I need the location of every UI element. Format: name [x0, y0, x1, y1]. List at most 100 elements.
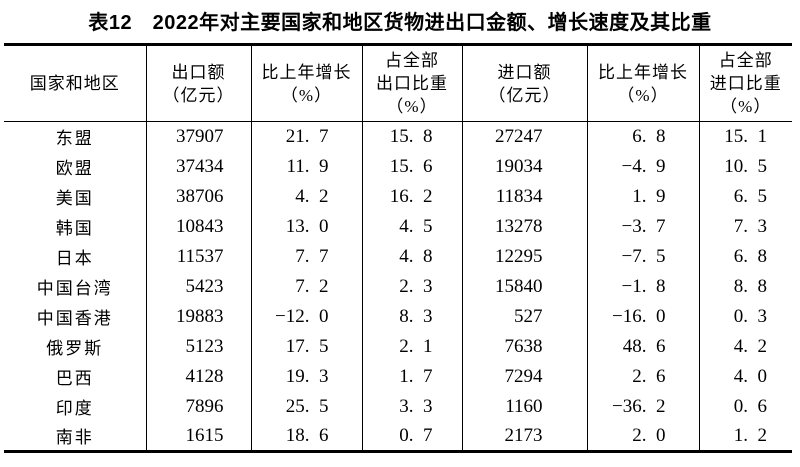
value-cell: 4. 2: [250, 181, 362, 212]
value-cell: 8. 8: [698, 271, 792, 302]
table-row: 印度 7896 25. 5 3. 3 1160 −36. 2 0. 6: [4, 391, 792, 422]
value-cell: 11834: [461, 181, 587, 212]
value-cell: 13278: [461, 211, 587, 242]
region-cell: 巴西: [55, 369, 94, 388]
table-row: 中国台湾 5423 7. 2 2. 3 15840 −1. 8 8. 8: [4, 271, 792, 302]
value-cell: 17. 5: [250, 331, 362, 362]
value-cell: 12295: [461, 241, 587, 272]
value-cell: 7294: [461, 361, 587, 392]
value-cell: 16. 2: [361, 181, 462, 212]
value-cell: 10. 5: [698, 151, 792, 182]
value-cell: 25. 5: [250, 391, 362, 422]
column-header-import-share: 占全部 进口比重 （%）: [698, 44, 792, 122]
value-cell: 1. 9: [586, 181, 699, 212]
value-cell: 18. 6: [250, 421, 362, 452]
value-cell: 2. 0: [586, 421, 699, 452]
value-cell: 7. 7: [250, 241, 362, 272]
value-cell: 527: [461, 301, 587, 332]
region-cell: 中国香港: [36, 309, 113, 328]
value-cell: 11. 9: [250, 151, 362, 182]
value-cell: 19. 3: [250, 361, 362, 392]
value-cell: 10843: [145, 211, 251, 242]
value-cell: −1. 8: [586, 271, 699, 302]
region-cell: 东盟: [55, 129, 94, 149]
value-cell: 6. 8: [586, 121, 699, 152]
column-header-region: 国家和地区: [4, 44, 146, 122]
table-header: 国家和地区 出口额 （亿元） 比上年增长 （%） 占全部 出口比重 （%） 进口…: [4, 44, 792, 122]
region-cell: 美国: [55, 189, 94, 208]
value-cell: 4. 2: [698, 331, 792, 362]
column-header-import-value: 进口额 （亿元）: [461, 44, 587, 122]
value-cell: 13. 0: [250, 211, 362, 242]
value-cell: 19034: [461, 151, 587, 182]
value-cell: −3. 7: [586, 211, 699, 242]
region-cell: 韩国: [55, 219, 94, 238]
value-cell: 27247: [461, 121, 587, 152]
value-cell: 11537: [145, 241, 251, 272]
value-cell: 2. 3: [361, 271, 462, 302]
value-cell: 3. 3: [361, 391, 462, 422]
table-row: 中国香港 19883 −12. 0 8. 3 527 −16. 0 0. 3: [4, 301, 792, 332]
table-row: 日本 11537 7. 7 4. 8 12295 −7. 5 6. 8: [4, 241, 792, 272]
value-cell: 2. 6: [586, 361, 699, 392]
value-cell: 15. 1: [698, 121, 792, 152]
value-cell: 4. 5: [361, 211, 462, 242]
table-row: 东盟 37907 21. 7 15. 8 27247 6. 8 15. 1: [4, 121, 792, 152]
value-cell: −7. 5: [586, 241, 699, 272]
trade-statistics-table: 国家和地区 出口额 （亿元） 比上年增长 （%） 占全部 出口比重 （%） 进口…: [4, 43, 792, 453]
table-row: 欧盟 37434 11. 9 15. 6 19034 −4. 9 10. 5: [4, 151, 792, 182]
table-row: 俄罗斯 5123 17. 5 2. 1 7638 48. 6 4. 2: [4, 331, 792, 362]
value-cell: 4. 0: [698, 361, 792, 392]
value-cell: 4128: [145, 361, 251, 392]
value-cell: −16. 0: [586, 301, 699, 332]
value-cell: 15. 6: [361, 151, 462, 182]
table-row: 韩国 10843 13. 0 4. 5 13278 −3. 7 7. 3: [4, 211, 792, 242]
column-header-export-growth: 比上年增长 （%）: [250, 44, 362, 122]
table-row: 南非 1615 18. 6 0. 7 2173 2. 0 1. 2: [4, 421, 792, 452]
value-cell: 19883: [145, 301, 251, 332]
value-cell: 4. 8: [361, 241, 462, 272]
value-cell: −12. 0: [250, 301, 362, 332]
value-cell: 1. 2: [698, 421, 792, 452]
value-cell: 1160: [461, 391, 587, 422]
value-cell: 21. 7: [250, 121, 362, 152]
column-header-export-share: 占全部 出口比重 （%）: [361, 44, 462, 122]
value-cell: 5423: [145, 271, 251, 302]
column-header-export-value: 出口额 （亿元）: [145, 44, 251, 122]
value-cell: 48. 6: [586, 331, 699, 362]
value-cell: 15840: [461, 271, 587, 302]
table-body: 东盟 37907 21. 7 15. 8 27247 6. 8 15. 1 欧盟 37434 11…: [4, 121, 792, 452]
value-cell: 38706: [145, 181, 251, 212]
value-cell: 8. 3: [361, 301, 462, 332]
value-cell: −36. 2: [586, 391, 699, 422]
region-cell: 日本: [55, 249, 94, 268]
value-cell: 7638: [461, 331, 587, 362]
value-cell: 7. 3: [698, 211, 792, 242]
value-cell: 6. 5: [698, 181, 792, 212]
table-row: 美国 38706 4. 2 16. 2 11834 1. 9 6. 5: [4, 181, 792, 212]
value-cell: 6. 8: [698, 241, 792, 272]
region-cell: 俄罗斯: [46, 339, 104, 358]
table-title: 表12 2022年对主要国家和地区货物进出口金额、增长速度及其比重: [88, 12, 712, 34]
value-cell: −4. 9: [586, 151, 699, 182]
value-cell: 2173: [461, 421, 587, 452]
region-cell: 中国台湾: [36, 279, 113, 298]
value-cell: 7896: [145, 391, 251, 422]
header-row: 国家和地区 出口额 （亿元） 比上年增长 （%） 占全部 出口比重 （%） 进口…: [4, 44, 792, 122]
region-cell: 南非: [55, 428, 94, 448]
column-header-import-growth: 比上年增长 （%）: [586, 44, 699, 122]
region-cell: 欧盟: [55, 159, 94, 178]
value-cell: 2. 1: [361, 331, 462, 362]
value-cell: 0. 6: [698, 391, 792, 422]
value-cell: 1. 7: [361, 361, 462, 392]
value-cell: 15. 8: [361, 121, 462, 152]
region-cell: 印度: [55, 399, 94, 418]
value-cell: 0. 3: [698, 301, 792, 332]
value-cell: 37434: [145, 151, 251, 182]
table-row: 巴西 4128 19. 3 1. 7 7294 2. 6 4. 0: [4, 361, 792, 392]
value-cell: 7. 2: [250, 271, 362, 302]
value-cell: 1615: [145, 421, 251, 452]
value-cell: 5123: [145, 331, 251, 362]
value-cell: 0. 7: [361, 421, 462, 452]
